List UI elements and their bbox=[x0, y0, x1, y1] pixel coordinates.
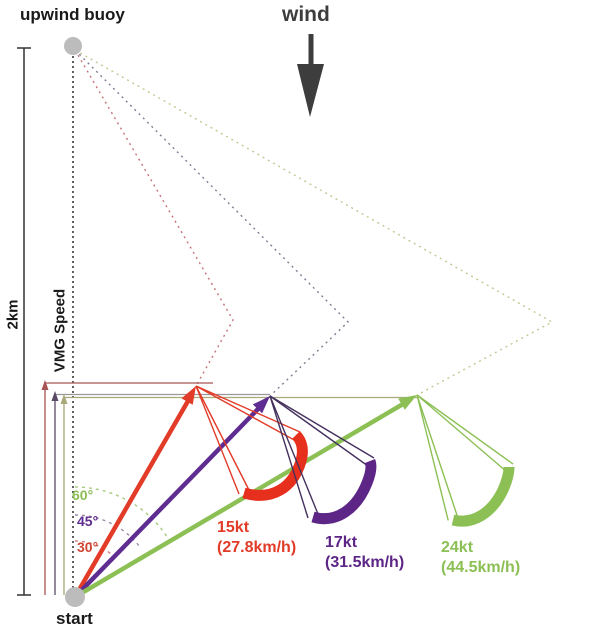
angle-arc-60 bbox=[74, 486, 173, 546]
tack-path-17kt bbox=[74, 49, 350, 397]
wind-direction-arrow bbox=[297, 34, 324, 117]
speed-kmh-17: (31.5km/h) bbox=[325, 554, 405, 571]
angle-label-60: 60° bbox=[72, 487, 94, 503]
speed-kt-24: 24kt bbox=[441, 539, 474, 556]
wind-label: wind bbox=[282, 3, 330, 26]
speed-kt-17: 17kt bbox=[325, 534, 358, 551]
speed-label-15kt: 15kt (27.8km/h) bbox=[217, 518, 296, 558]
boat-vector-17kt bbox=[73, 396, 270, 599]
distance-bracket bbox=[17, 47, 31, 596]
upwind-buoy-label: upwind buoy bbox=[20, 5, 125, 24]
vmg-arrow-15kt bbox=[41, 380, 49, 595]
speed-label-17kt: 17kt (31.5km/h) bbox=[325, 533, 404, 573]
distance-label: 2km bbox=[4, 299, 22, 330]
speed-label-24kt: 24kt (44.5km/h) bbox=[441, 538, 520, 578]
speed-polar-17kt bbox=[269, 395, 377, 525]
vmg-arrow-17kt bbox=[51, 391, 59, 595]
tack-path-15kt bbox=[74, 49, 234, 387]
speed-kt-15: 15kt bbox=[217, 519, 250, 536]
boat-vector-24kt bbox=[73, 395, 417, 599]
start-label: start bbox=[56, 609, 93, 628]
vmg-arrow-24kt bbox=[60, 394, 68, 595]
angle-label-45: 45° bbox=[77, 513, 99, 529]
vmg-axis-label: VMG Speed bbox=[51, 288, 69, 373]
angle-arc-30 bbox=[74, 540, 116, 558]
boat-vector-15kt bbox=[73, 386, 196, 599]
angle-label-30: 30° bbox=[77, 539, 99, 555]
speed-polar-24kt bbox=[416, 394, 515, 527]
speed-kmh-24: (44.5km/h) bbox=[441, 559, 521, 576]
angle-arc-45 bbox=[74, 514, 141, 547]
speed-polar-15kt bbox=[195, 385, 308, 501]
speed-kmh-15: (27.8km/h) bbox=[217, 539, 297, 556]
upwind-buoy-marker bbox=[64, 37, 82, 55]
start-marker bbox=[65, 587, 85, 607]
